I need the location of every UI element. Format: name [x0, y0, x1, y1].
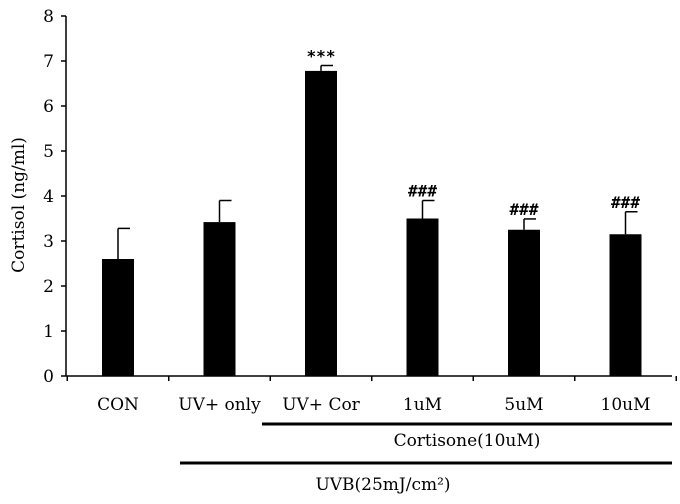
chart-axes [65, 16, 677, 381]
x-tick-label: 10uM [601, 395, 651, 415]
y-tick-label: 4 [43, 187, 54, 207]
bars: *** ### ### ### [102, 47, 642, 377]
group-brackets: Cortisone(10uM) UVB(25mJ/cm²) [180, 422, 672, 495]
group-bracket-label: UVB(25mJ/cm²) [315, 475, 450, 495]
significance-label: ### [408, 182, 437, 201]
bar [508, 229, 540, 376]
x-tick-label: 1uM [403, 395, 442, 415]
x-tick-label: CON [97, 395, 139, 415]
x-tick-label: UV+ Cor [282, 395, 360, 415]
x-axis-labels: CON UV+ only UV+ Cor 1uM 5uM 10uM [97, 395, 650, 415]
bar [609, 234, 642, 376]
x-tick-label: 5uM [504, 395, 543, 415]
bar [406, 218, 439, 376]
significance-label: ### [510, 200, 539, 219]
y-tick-label: 7 [43, 52, 54, 72]
y-axis-title: Cortisol (ng/ml) [9, 137, 29, 273]
significance-label: *** [307, 47, 336, 66]
y-tick-label: 3 [43, 232, 54, 252]
group-bracket-label: Cortisone(10uM) [394, 431, 541, 451]
bar [203, 222, 236, 376]
bar [305, 70, 337, 377]
y-tick-label: 0 [43, 367, 54, 387]
x-tick-label: UV+ only [178, 395, 261, 415]
y-tick-label: 2 [43, 277, 54, 297]
y-tick-label: 5 [43, 142, 54, 162]
y-axis-ticks: 0 1 2 3 4 5 6 7 8 [43, 7, 66, 387]
y-tick-label: 6 [43, 97, 54, 117]
y-tick-label: 1 [43, 322, 54, 342]
y-tick-label: 8 [43, 7, 54, 27]
significance-label: ### [611, 193, 640, 212]
bar [102, 259, 134, 376]
